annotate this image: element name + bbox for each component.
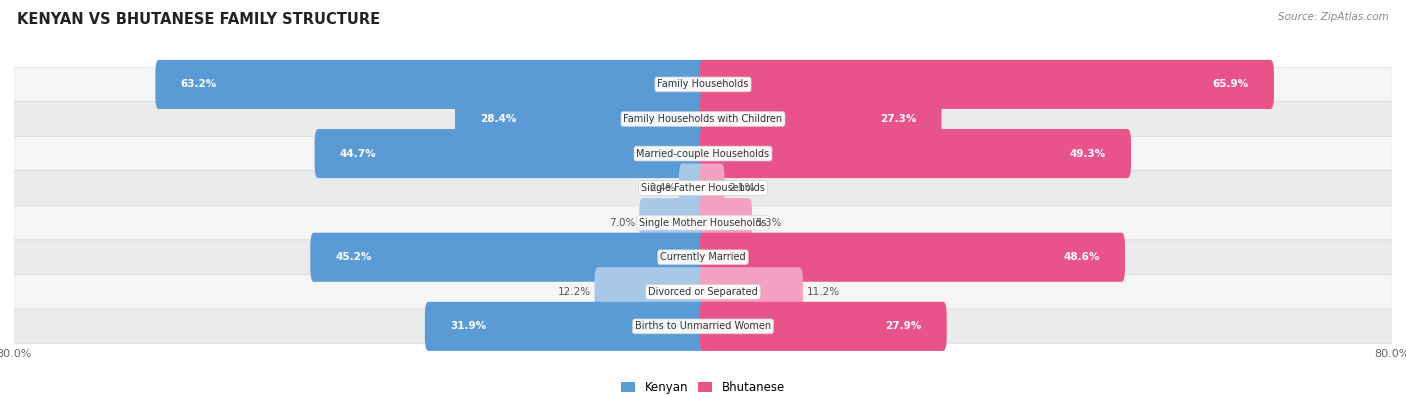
FancyBboxPatch shape [315,129,706,178]
Text: Births to Unmarried Women: Births to Unmarried Women [636,322,770,331]
FancyBboxPatch shape [700,198,752,247]
Text: 2.4%: 2.4% [650,183,675,193]
FancyBboxPatch shape [700,233,1125,282]
FancyBboxPatch shape [700,267,803,316]
FancyBboxPatch shape [700,94,942,143]
Text: 28.4%: 28.4% [479,114,516,124]
FancyBboxPatch shape [14,205,1392,240]
FancyBboxPatch shape [14,309,1392,344]
FancyBboxPatch shape [640,198,706,247]
Text: Single Father Households: Single Father Households [641,183,765,193]
FancyBboxPatch shape [14,67,1392,102]
Text: 48.6%: 48.6% [1063,252,1099,262]
Text: 65.9%: 65.9% [1213,79,1249,89]
Legend: Kenyan, Bhutanese: Kenyan, Bhutanese [617,376,789,395]
FancyBboxPatch shape [700,164,724,213]
FancyBboxPatch shape [679,164,706,213]
FancyBboxPatch shape [700,302,946,351]
FancyBboxPatch shape [700,60,1274,109]
Text: Divorced or Separated: Divorced or Separated [648,287,758,297]
Text: Source: ZipAtlas.com: Source: ZipAtlas.com [1278,12,1389,22]
Text: Family Households: Family Households [658,79,748,89]
FancyBboxPatch shape [456,94,706,143]
FancyBboxPatch shape [595,267,706,316]
Text: 63.2%: 63.2% [180,79,217,89]
Text: Family Households with Children: Family Households with Children [623,114,783,124]
FancyBboxPatch shape [311,233,706,282]
FancyBboxPatch shape [14,171,1392,205]
Text: 12.2%: 12.2% [558,287,591,297]
Text: 44.7%: 44.7% [340,149,377,158]
Text: 5.3%: 5.3% [755,218,782,228]
FancyBboxPatch shape [425,302,706,351]
FancyBboxPatch shape [14,240,1392,275]
Text: Single Mother Households: Single Mother Households [640,218,766,228]
Text: Married-couple Households: Married-couple Households [637,149,769,158]
Text: 31.9%: 31.9% [450,322,486,331]
FancyBboxPatch shape [700,129,1130,178]
FancyBboxPatch shape [14,275,1392,309]
FancyBboxPatch shape [14,136,1392,171]
Text: 11.2%: 11.2% [807,287,839,297]
Text: 45.2%: 45.2% [335,252,371,262]
Text: Currently Married: Currently Married [661,252,745,262]
FancyBboxPatch shape [14,102,1392,136]
FancyBboxPatch shape [155,60,706,109]
Text: 27.9%: 27.9% [886,322,922,331]
Text: 49.3%: 49.3% [1070,149,1107,158]
Text: 7.0%: 7.0% [609,218,636,228]
Text: KENYAN VS BHUTANESE FAMILY STRUCTURE: KENYAN VS BHUTANESE FAMILY STRUCTURE [17,12,380,27]
Text: 2.1%: 2.1% [728,183,755,193]
Text: 27.3%: 27.3% [880,114,917,124]
